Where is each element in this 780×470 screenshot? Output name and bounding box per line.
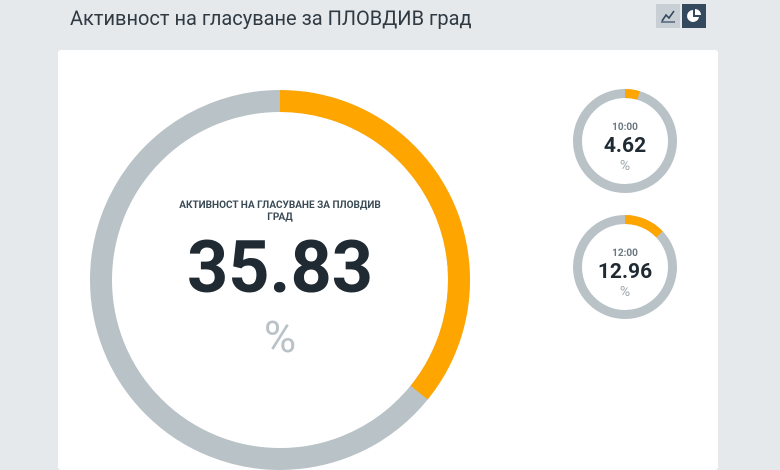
gauge-value: 35.83 [186, 225, 374, 310]
gauge-time: 10:00 [612, 122, 638, 133]
gauge-unit: % [619, 284, 631, 300]
page-title: Активност на гласуване за ПЛОВДИВ град [70, 6, 472, 30]
gauge-value: 12.96 [597, 260, 653, 284]
pie-chart-button[interactable] [682, 4, 706, 28]
gauge-time: 12:00 [612, 248, 638, 259]
gauge-arc [624, 215, 663, 238]
line-chart-button[interactable] [656, 4, 680, 28]
gauge-unit: % [619, 158, 631, 174]
gauge-arc [279, 90, 470, 400]
card [58, 50, 718, 470]
gauge-title: АКТИВНОСТ НА ГЛАСУВАНЕ ЗА ПЛОВДИВ ГРАД [179, 200, 381, 223]
gauge-unit: % [263, 311, 297, 363]
gauge-value: 4.62 [603, 134, 647, 158]
gauge-arc [624, 89, 640, 100]
